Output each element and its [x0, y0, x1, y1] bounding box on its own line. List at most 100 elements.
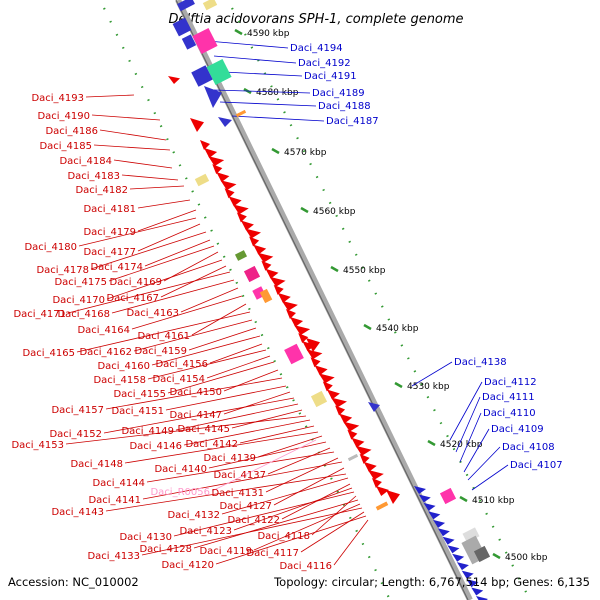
connector-daci-4157: [105, 377, 283, 410]
gene-feature: [194, 173, 210, 187]
connector-daci-4184: [113, 159, 173, 169]
minus-gene-arrow: [277, 292, 291, 303]
minus-gene-arrow: [212, 164, 223, 175]
gene-label-daci-4179: Daci_4179: [83, 227, 136, 238]
minus-gene-arrow: [330, 397, 347, 408]
minus-gene-arrow: [298, 333, 309, 344]
connector-daci-4111: [455, 396, 481, 453]
gene-label-daci-4186: Daci_4186: [45, 126, 98, 137]
gene-label-daci-4180: Daci_4180: [24, 242, 77, 253]
connector-daci-4178: [90, 231, 207, 270]
gene-label-daci-4143: Daci_4143: [51, 507, 104, 518]
tick-mark: [271, 147, 280, 155]
connector-daci-4181: [137, 199, 191, 209]
minus-gene-arrow: [302, 341, 316, 352]
gene-feature: [206, 59, 232, 85]
gene-feature: [375, 501, 389, 511]
outer-guide-line: [231, 7, 531, 600]
connector-daci-4190: [91, 114, 161, 121]
minus-gene-arrow: [232, 204, 249, 215]
minus-gene-arrow: [269, 276, 286, 287]
connector-daci-4149: [175, 403, 299, 431]
connector-daci-4189: [213, 89, 311, 94]
connector-daci-4144: [146, 451, 335, 483]
gene-label-daci-4142: Daci_4142: [185, 439, 238, 450]
gene-label-daci-4184: Daci_4184: [59, 156, 112, 167]
plus-gene-arrow: [418, 494, 431, 503]
connector-daci-4154: [206, 355, 271, 379]
gene-label-daci-4157: Daci_4157: [51, 405, 104, 416]
tick-label: 4540 kbp: [376, 324, 419, 334]
gene-label-daci-4123: Daci_4123: [179, 526, 232, 537]
gene-label-daci-4171: Daci_4171: [13, 309, 66, 320]
gene-label-daci-4159: Daci_4159: [134, 346, 187, 357]
connector-daci-4148: [124, 431, 319, 464]
minus-gene-arrow: [314, 365, 328, 376]
gene-feature: [439, 487, 457, 505]
connector-daci-4116: [333, 519, 369, 566]
gene-label-daci-4163: Daci_4163: [126, 308, 179, 319]
connector-daci-4127: [273, 467, 345, 506]
connector-daci-4139: [257, 435, 323, 458]
gene-feature: [235, 109, 247, 118]
gene-label-daci-4133: Daci_4133: [87, 551, 140, 562]
connector-daci-4143: [105, 473, 347, 512]
gene-label-daci-4120: Daci_4120: [161, 560, 214, 571]
plus-gene-arrow: [428, 511, 441, 520]
gene-feature: [473, 545, 491, 563]
minus-gene-arrow: [306, 349, 323, 360]
connector-daci-4138: [411, 361, 453, 387]
gene-feature: [462, 527, 480, 543]
gene-label-daci-4161: Daci_4161: [137, 331, 190, 342]
minus-gene-arrow: [228, 196, 242, 207]
connector-daci-4132: [221, 477, 349, 515]
gene-label-daci-4148: Daci_4148: [70, 459, 123, 470]
gene-label-daci-4117: Daci_4117: [246, 548, 299, 559]
connector-daci-4174: [144, 239, 211, 267]
gene-feature: [243, 265, 261, 283]
minus-gene-arrow: [240, 220, 254, 231]
minus-gene-arrow: [281, 300, 298, 311]
gene-feature: [347, 453, 359, 462]
gene-label-daci-4181: Daci_4181: [83, 204, 136, 215]
minus-gene-arrow: [285, 308, 296, 319]
gene-label-daci-4132: Daci_4132: [167, 510, 220, 521]
topology-text: Topology: circular; Length: 6,767,514 bp…: [273, 575, 590, 589]
connector-daci-4110: [459, 412, 482, 463]
genome-backbone: [175, 0, 473, 600]
gene-label-daci-4107: Daci_4107: [510, 460, 563, 471]
minus-gene-arrow: [318, 373, 335, 384]
plus-gene-arrow: [447, 545, 460, 554]
connector-daci-4191: [223, 71, 303, 77]
gene-label-daci-4177: Daci_4177: [83, 247, 136, 258]
connector-lines: [65, 39, 509, 566]
gene-label-daci-4193: Daci_4193: [31, 93, 84, 104]
connector-daci-4186: [99, 129, 167, 141]
gene-label-daci-4165: Daci_4165: [22, 348, 75, 359]
connector-daci-4163: [180, 287, 239, 313]
gene-label-daci-4154: Daci_4154: [152, 374, 205, 385]
gene-label-daci-4152: Daci_4152: [49, 429, 102, 440]
gene-label-daci-4140: Daci_4140: [154, 464, 207, 475]
connector-daci-4175: [108, 245, 215, 282]
plus-gene-arrow: [466, 579, 479, 588]
connector-daci-4133: [141, 507, 363, 556]
tick-mark: [492, 552, 501, 560]
gene-feature: [284, 343, 304, 365]
connector-daci-4169: [163, 251, 219, 282]
gene-label-daci-4189: Daci_4189: [312, 88, 365, 99]
minus-gene-arrow: [220, 180, 237, 191]
gene-label-daci-4144: Daci_4144: [92, 478, 145, 489]
gene-label-daci-4112: Daci_4112: [484, 377, 537, 388]
gene-label-daci-4130: Daci_4130: [119, 532, 172, 543]
connector-daci-4128: [193, 499, 359, 549]
gene-label-daci-4155: Daci_4155: [113, 389, 166, 400]
minus-gene-arrow: [245, 228, 262, 239]
tick-group: 4590 kbp 4580 kbp 4570 kbp 4560 kbp 4550 kbp…: [234, 28, 548, 563]
gene-feature: [172, 17, 192, 37]
minus-gene-arrow: [351, 437, 365, 448]
connector-daci-4107: [471, 464, 509, 491]
connector-daci-4159: [188, 327, 257, 351]
gene-feature: [202, 0, 218, 11]
tick-mark: [234, 28, 243, 36]
